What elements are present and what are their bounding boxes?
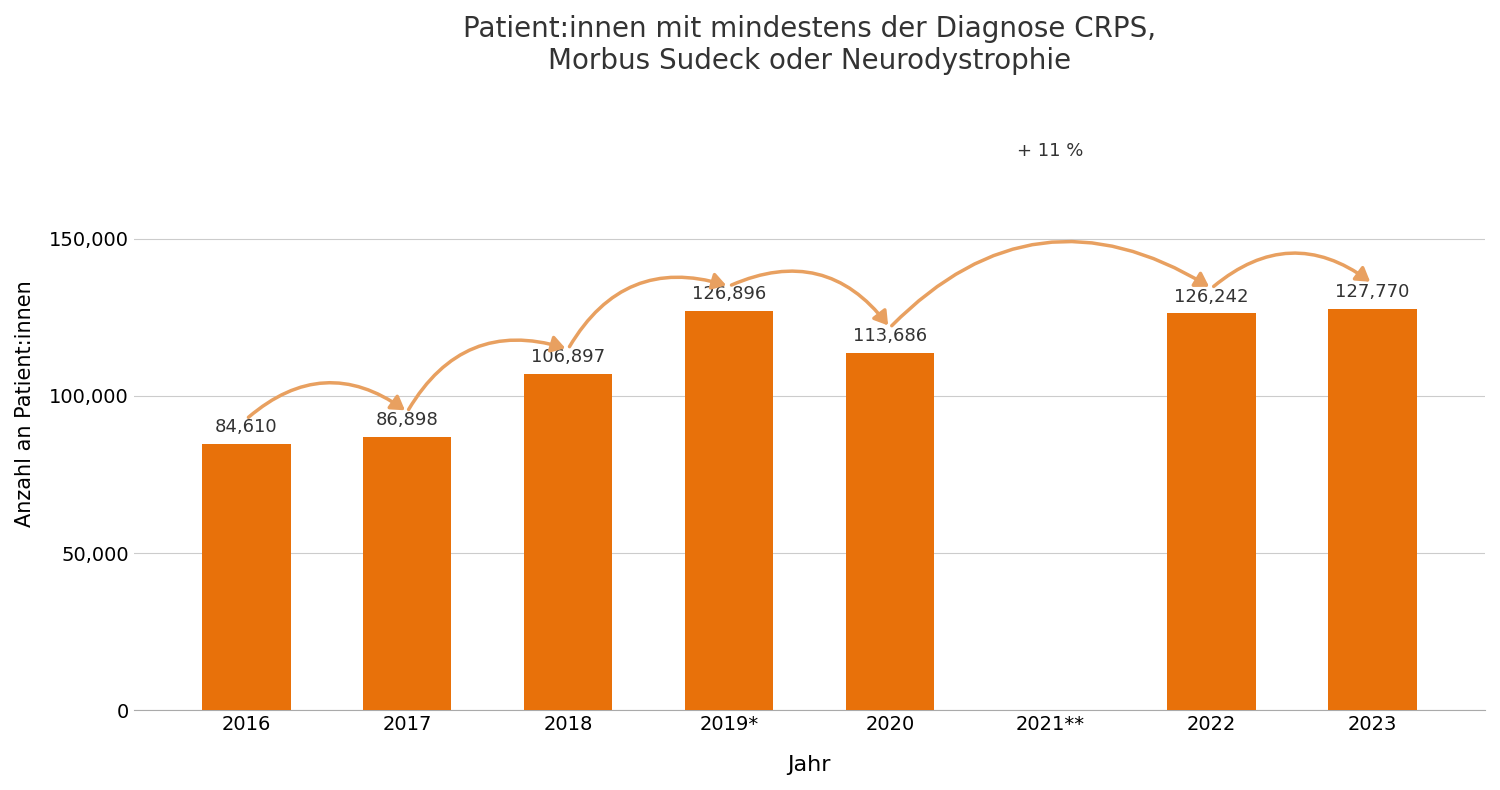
Bar (1167, 314, 1256, 710)
Bar (846, 353, 934, 710)
Y-axis label: Anzahl an Patient:innen: Anzahl an Patient:innen (15, 280, 34, 527)
Text: 127,770: 127,770 (1335, 283, 1410, 301)
Text: + 11 %: + 11 % (1017, 141, 1084, 160)
X-axis label: Jahr: Jahr (788, 755, 831, 775)
Text: 126,242: 126,242 (1174, 288, 1250, 306)
Text: 106,897: 106,897 (531, 348, 605, 367)
Bar (202, 444, 291, 710)
Text: 113,686: 113,686 (852, 327, 927, 345)
FancyArrowPatch shape (1214, 253, 1368, 287)
Bar (1328, 309, 1416, 710)
Text: 84,610: 84,610 (214, 419, 278, 436)
FancyArrowPatch shape (408, 337, 562, 409)
FancyArrowPatch shape (249, 382, 402, 417)
FancyArrowPatch shape (570, 275, 723, 347)
Bar (524, 374, 612, 710)
Text: 86,898: 86,898 (376, 412, 438, 429)
Bar (363, 437, 452, 710)
FancyArrowPatch shape (892, 242, 1206, 325)
FancyArrowPatch shape (732, 271, 886, 323)
Bar (684, 311, 772, 710)
Text: 126,896: 126,896 (692, 285, 766, 303)
Title: Patient:innen mit mindestens der Diagnose CRPS,
Morbus Sudeck oder Neurodystroph: Patient:innen mit mindestens der Diagnos… (464, 15, 1156, 75)
